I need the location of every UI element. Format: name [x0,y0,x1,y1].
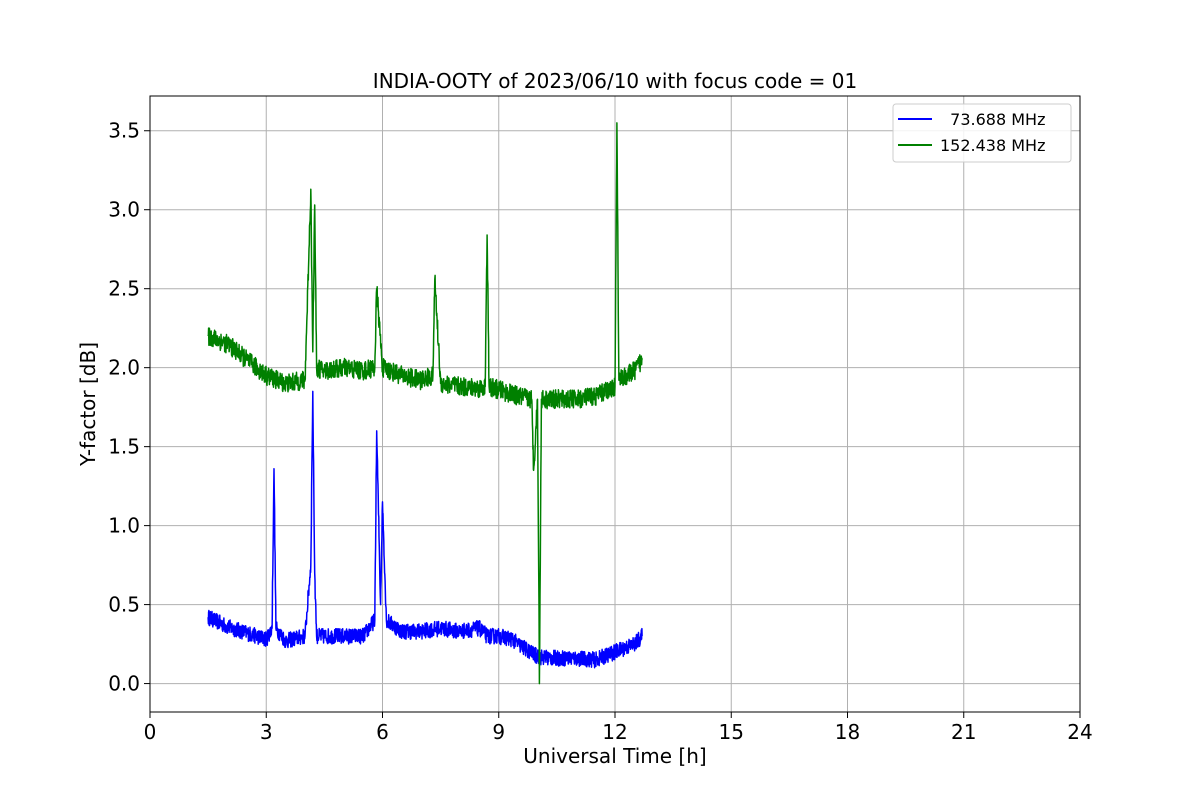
x-tick-label: 15 [719,720,744,744]
chart-title: INDIA-OOTY of 2023/06/10 with focus code… [373,69,857,93]
x-tick-label: 24 [1067,720,1092,744]
y-tick-label: 3.0 [108,198,140,222]
x-tick-label: 6 [376,720,389,744]
x-tick-label: 9 [492,720,505,744]
x-axis-label: Universal Time [h] [523,744,706,768]
y-tick-label: 2.5 [108,277,140,301]
y-tick-label: 0.5 [108,593,140,617]
x-tick-label: 18 [835,720,860,744]
x-tick-label: 21 [951,720,976,744]
y-tick-label: 3.5 [108,119,140,143]
x-tick-label: 3 [260,720,273,744]
tick-layer: 0 3 6 9 12 15 18 21 24 0.0 0.5 1.0 1.5 2.0 2.5 3.0 3.5 [108,119,1093,744]
series-line-0 [207,390,643,669]
legend: 73.688 MHz 152.438 MHz [892,103,1072,163]
series-line-1 [207,122,643,685]
x-tick-label: 12 [602,720,627,744]
y-tick-label: 1.5 [108,435,140,459]
legend-label-152mhz: 152.438 MHz [940,136,1045,155]
y-tick-label: 2.0 [108,356,140,380]
series-layer [207,122,643,685]
legend-box [892,103,1072,163]
y-axis-label: Y-factor [dB] [76,342,100,467]
legend-label-73mhz: 73.688 MHz [940,110,1045,129]
y-tick-label: 0.0 [108,672,140,696]
x-tick-label: 0 [144,720,157,744]
y-tick-label: 1.0 [108,514,140,538]
